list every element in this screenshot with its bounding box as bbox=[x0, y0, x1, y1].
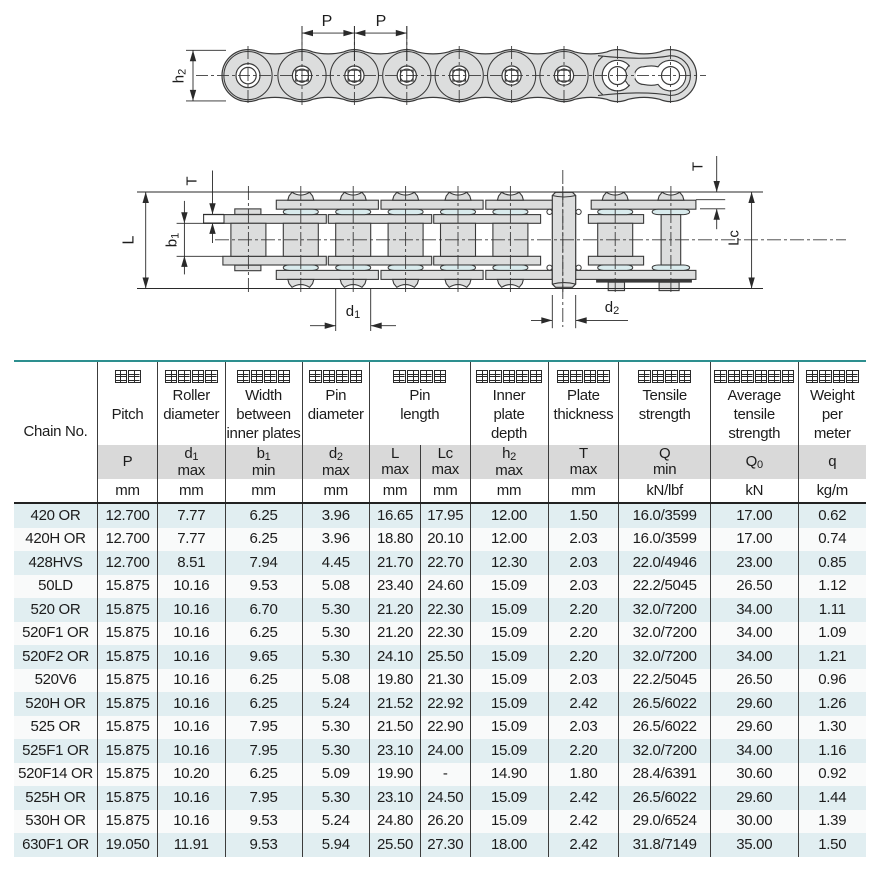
svg-text:T: T bbox=[690, 162, 707, 171]
svg-text:P: P bbox=[322, 13, 333, 30]
svg-text:d1: d1 bbox=[346, 303, 360, 321]
svg-text:T: T bbox=[184, 176, 201, 185]
svg-text:L: L bbox=[121, 235, 138, 244]
svg-text:d2: d2 bbox=[605, 299, 619, 317]
svg-text:Lc: Lc bbox=[726, 230, 743, 246]
svg-text:P: P bbox=[376, 13, 387, 30]
svg-text:h2: h2 bbox=[171, 69, 189, 83]
svg-text:b1: b1 bbox=[164, 233, 182, 247]
